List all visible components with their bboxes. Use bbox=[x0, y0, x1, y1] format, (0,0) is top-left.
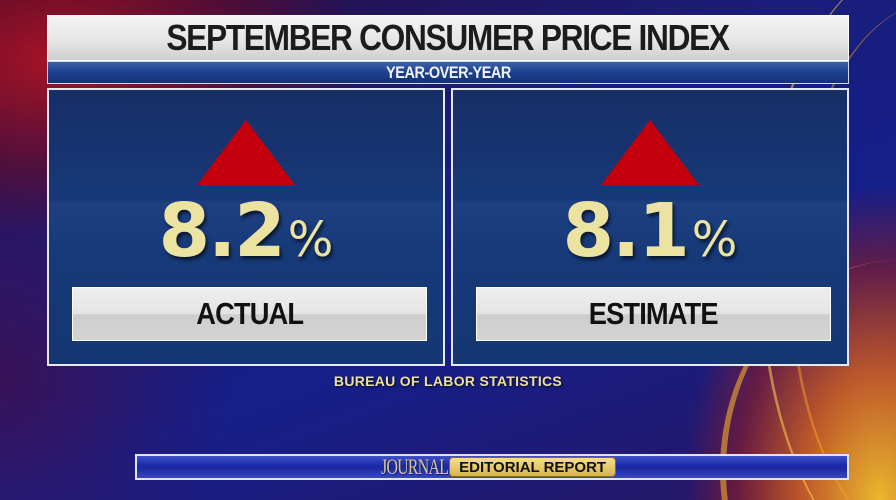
actual-label: ACTUAL bbox=[196, 296, 304, 331]
page-title: SEPTEMBER CONSUMER PRICE INDEX bbox=[166, 17, 731, 58]
up-triangle-icon bbox=[197, 120, 295, 185]
value-number: 8.2 bbox=[158, 188, 286, 274]
actual-value: 8.2% bbox=[49, 188, 443, 274]
label-bar: ESTIMATE bbox=[476, 287, 831, 341]
page-subtitle: YEAR-OVER-YEAR bbox=[385, 62, 511, 82]
journal-logo: JOURNAL bbox=[380, 454, 449, 479]
up-triangle-icon bbox=[601, 120, 699, 185]
subtitle-banner: YEAR-OVER-YEAR bbox=[47, 61, 849, 84]
show-banner: JOURNAL EDITORIAL REPORT bbox=[135, 454, 849, 480]
estimate-value: 8.1% bbox=[453, 188, 847, 274]
value-number: 8.1 bbox=[562, 188, 690, 274]
estimate-label: ESTIMATE bbox=[589, 296, 719, 331]
label-bar: ACTUAL bbox=[72, 287, 427, 341]
percent-sign: % bbox=[691, 212, 738, 268]
estimate-panel: 8.1% ESTIMATE bbox=[451, 88, 849, 366]
show-name-badge: EDITORIAL REPORT bbox=[449, 457, 617, 477]
percent-sign: % bbox=[287, 212, 334, 268]
title-banner: SEPTEMBER CONSUMER PRICE INDEX bbox=[47, 15, 849, 61]
actual-panel: 8.2% ACTUAL bbox=[47, 88, 445, 366]
source-credit: BUREAU OF LABOR STATISTICS bbox=[333, 373, 563, 389]
